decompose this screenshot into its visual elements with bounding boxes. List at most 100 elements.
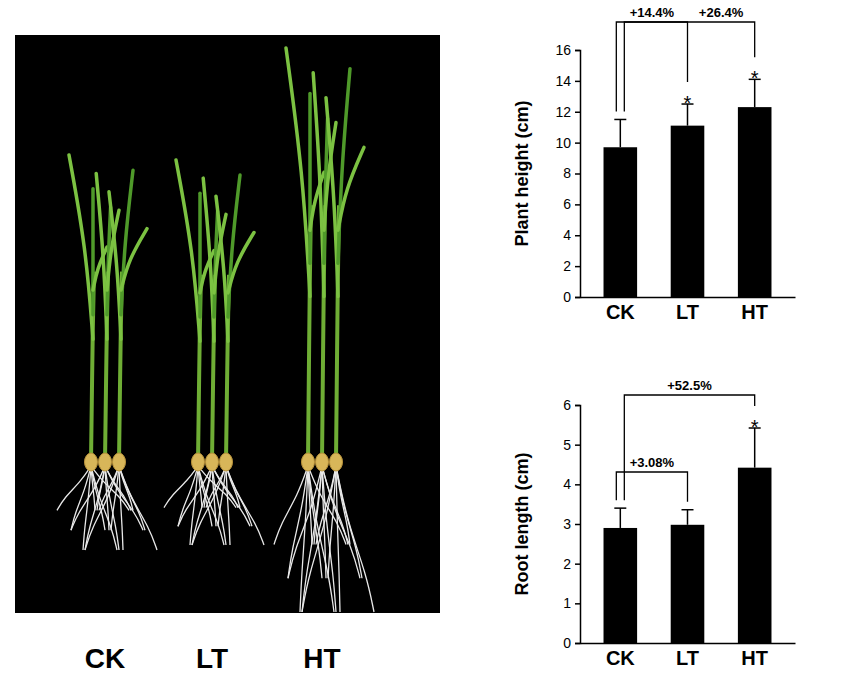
photo-label: LT — [196, 643, 228, 674]
y-tick: 3 — [563, 516, 580, 532]
y-tick-label: 6 — [563, 397, 571, 413]
y-axis-title: Root length (cm) — [512, 453, 532, 596]
plot-marks — [604, 79, 772, 297]
leaf — [121, 229, 147, 290]
y-tick-label: 14 — [555, 73, 571, 89]
error-bar — [682, 510, 694, 525]
y-tick-mark — [575, 50, 580, 52]
y-axis: 0123456 — [563, 397, 580, 651]
root — [119, 466, 157, 550]
comparison-bracket — [616, 472, 687, 502]
y-tick-mark — [575, 142, 580, 144]
x-tick-label: HT — [741, 301, 768, 323]
y-tick: 4 — [563, 476, 580, 492]
seed — [330, 453, 343, 471]
significance-mark: * — [684, 92, 692, 114]
leaf — [286, 48, 310, 296]
leaf — [338, 69, 350, 264]
error-bar-stem — [687, 510, 689, 525]
root — [288, 466, 322, 578]
y-tick-label: 6 — [563, 196, 571, 212]
y-tick-mark — [575, 81, 580, 83]
y-tick-mark — [575, 112, 580, 114]
seed — [192, 453, 205, 471]
root — [322, 466, 336, 612]
y-tick-mark — [575, 643, 580, 645]
y-tick-label: 0 — [563, 635, 571, 651]
seed — [113, 453, 126, 471]
x-tick-label: CK — [606, 301, 635, 323]
y-tick-label: 12 — [555, 104, 571, 120]
y-tick: 2 — [563, 556, 580, 572]
seed — [85, 453, 98, 471]
y-tick-mark — [575, 235, 580, 237]
y-tick-label: 2 — [563, 556, 571, 572]
x-axis: CK LT HT — [581, 297, 796, 323]
error-bar-stem — [620, 119, 622, 147]
leaf — [228, 175, 240, 317]
error-bar-stem — [620, 508, 622, 528]
x-tick-label: HT — [741, 647, 768, 669]
y-tick-label: 16 — [555, 42, 571, 58]
root — [192, 466, 226, 545]
seed — [220, 453, 233, 471]
bar — [604, 528, 638, 643]
bracket-line — [624, 395, 754, 500]
y-tick: 0 — [563, 289, 580, 305]
seed — [206, 453, 219, 471]
y-tick-mark — [575, 266, 580, 268]
leaf — [91, 189, 95, 315]
seedling-group — [164, 160, 264, 545]
y-tick: 6 — [563, 397, 580, 413]
x-axis-line — [581, 297, 796, 299]
y-tick-label: 5 — [563, 437, 571, 453]
x-tick-label: LT — [676, 301, 699, 323]
comparison-bracket — [624, 395, 754, 500]
y-tick-mark — [575, 297, 580, 299]
bracket-label: +52.5% — [667, 378, 712, 393]
seed — [99, 453, 112, 471]
y-axis-title: Plant height (cm) — [512, 100, 532, 246]
root — [105, 466, 143, 530]
x-tick: LT — [676, 643, 699, 669]
comparison-bracket — [624, 22, 754, 111]
y-tick-label: 2 — [563, 258, 571, 274]
y-tick: 4 — [563, 227, 580, 243]
root — [71, 466, 105, 530]
root — [57, 466, 91, 510]
leaf — [308, 94, 312, 264]
y-tick-mark — [575, 405, 580, 407]
y-tick-mark — [575, 603, 580, 605]
bar — [738, 468, 772, 643]
y-tick-mark — [575, 563, 580, 565]
y-tick-mark — [575, 204, 580, 206]
x-tick-label: LT — [676, 647, 699, 669]
bar — [604, 147, 638, 297]
y-axis-line — [575, 406, 581, 644]
leaf — [216, 196, 228, 341]
seedling-group — [274, 48, 374, 612]
plot-marks — [604, 428, 772, 643]
leaf — [121, 170, 133, 314]
leaf — [198, 193, 202, 317]
seed — [316, 453, 329, 471]
y-tick-label: 4 — [563, 227, 571, 243]
bar — [671, 126, 705, 297]
y-tick-label: 3 — [563, 516, 571, 532]
root — [336, 466, 374, 612]
y-tick: 12 — [555, 104, 580, 120]
y-tick-mark — [575, 484, 580, 486]
x-tick: LT — [676, 297, 699, 323]
y-tick-mark — [575, 444, 580, 446]
y-tick: 8 — [563, 165, 580, 181]
photo-label: HT — [303, 643, 340, 674]
y-tick: 0 — [563, 635, 580, 651]
root — [274, 466, 308, 545]
figure: CKLTHT0246810121416CKLTHTPlant height (c… — [0, 0, 863, 691]
y-tick: 2 — [563, 258, 580, 274]
seed — [302, 453, 315, 471]
leaf — [69, 155, 93, 339]
leaf — [326, 98, 338, 297]
bracket-line — [616, 22, 687, 111]
x-tick-label: CK — [606, 647, 635, 669]
